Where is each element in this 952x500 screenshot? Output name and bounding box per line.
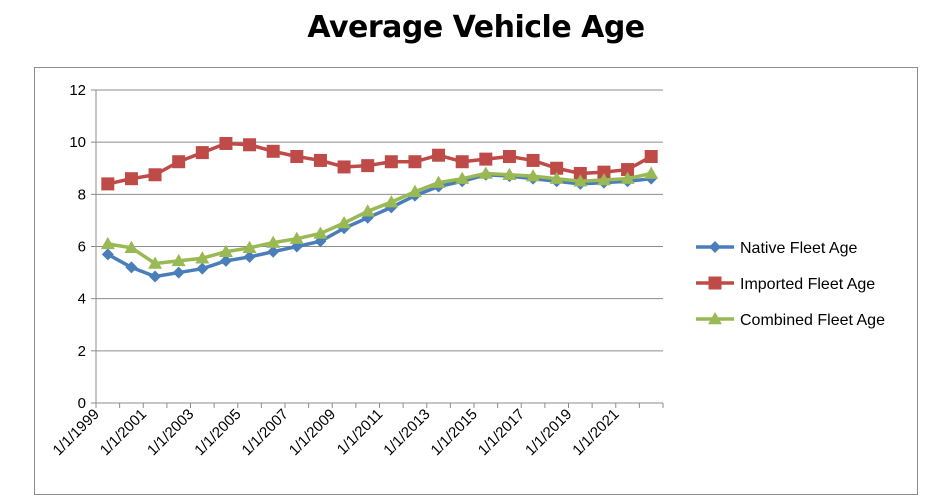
combined-fleet-age-point (573, 174, 588, 187)
imported-fleet-age-point (644, 150, 658, 164)
imported-fleet-age-point (313, 153, 327, 167)
imported-fleet-age-point (337, 160, 351, 174)
combined-fleet-age-point (431, 175, 446, 188)
imported-fleet-age-point (432, 148, 446, 162)
x-tick-label: 1/1/2009 (286, 406, 339, 459)
native-fleet-age-point (125, 261, 138, 274)
x-tick-label: 1/1/2013 (380, 406, 433, 459)
x-tick-label: 1/1/2007 (239, 406, 292, 459)
combined-fleet-age-point (218, 244, 233, 257)
imported-fleet-age-point (290, 150, 304, 164)
y-tick-label: 2 (78, 343, 86, 360)
imported-fleet-age-point (597, 165, 611, 179)
native-fleet-age-point (196, 262, 209, 275)
legend-native-fleet-age-marker (709, 241, 721, 253)
imported-fleet-age-point (124, 172, 138, 186)
imported-fleet-age-line (107, 141, 653, 186)
legend-imported-fleet-age-marker (708, 276, 722, 290)
native-fleet-age-point (101, 248, 114, 261)
x-tick-label: 1/1/2001 (97, 406, 150, 459)
imported-fleet-age-point (455, 155, 469, 169)
x-tick-label: 1/1/2021 (569, 406, 622, 459)
combined-fleet-age-point (289, 231, 304, 244)
combined-fleet-age-line (107, 171, 652, 266)
combined-fleet-age-point (195, 251, 210, 264)
imported-fleet-age-point (195, 146, 209, 160)
combined-fleet-age-point (478, 166, 493, 179)
combined-fleet-age-point (100, 236, 115, 250)
imported-fleet-age-point (101, 177, 115, 191)
combined-fleet-age-point (407, 184, 422, 197)
y-tick-label: 10 (69, 134, 86, 151)
combined-fleet-age-point (502, 167, 517, 181)
combined-fleet-age-point (644, 166, 659, 179)
y-tick-label: 6 (78, 239, 86, 256)
x-tick-label: 1/1/2019 (522, 406, 575, 459)
native-fleet-age-point (267, 245, 280, 258)
imported-fleet-age-point (573, 166, 587, 180)
imported-fleet-age-point (384, 155, 398, 169)
combined-fleet-age-point (455, 171, 470, 184)
combined-fleet-age-point (360, 204, 375, 217)
legend-combined-fleet-age-label: Combined Fleet Age (740, 312, 885, 329)
imported-fleet-age-point (550, 161, 564, 175)
y-tick-label: 4 (78, 291, 86, 308)
x-tick-label: 1/1/2003 (144, 406, 197, 459)
imported-fleet-age-point (148, 168, 162, 182)
combined-fleet-age-point (337, 216, 352, 229)
y-tick-label: 8 (78, 186, 86, 203)
native-fleet-age-point (172, 266, 185, 279)
native-fleet-age-point (149, 270, 162, 283)
imported-fleet-age-point (219, 136, 233, 150)
combined-fleet-age-point (526, 169, 541, 182)
legend-imported-fleet-age-label: Imported Fleet Age (740, 276, 875, 293)
y-tick-label: 12 (69, 82, 86, 99)
combined-fleet-age-point (266, 235, 281, 248)
x-tick-label: 1/1/2017 (475, 406, 528, 459)
combined-fleet-age-point (620, 171, 635, 184)
combined-fleet-age-point (124, 240, 139, 254)
combined-fleet-age-point (242, 240, 257, 254)
imported-fleet-age-point (361, 159, 375, 173)
combined-fleet-age-point (148, 256, 163, 269)
imported-fleet-age-point (243, 138, 257, 152)
x-tick-label: 1/1/2005 (191, 406, 244, 459)
imported-fleet-age-point (172, 155, 186, 169)
imported-fleet-age-point (408, 155, 422, 169)
y-tick-label: 0 (78, 395, 86, 412)
x-tick-label: 1/1/1999 (50, 406, 103, 459)
chart-svg: 0246810121/1/19991/1/20011/1/20031/1/200… (50, 82, 886, 459)
combined-fleet-age-point (384, 195, 399, 208)
combined-fleet-age-point (313, 226, 328, 239)
chart-title: Average Vehicle Age (307, 10, 645, 45)
combined-fleet-age-point (171, 253, 186, 267)
x-tick-label: 1/1/2011 (334, 406, 387, 459)
x-tick-label: 1/1/2015 (428, 406, 481, 459)
combined-fleet-age-point (596, 172, 611, 186)
legend-native-fleet-age-label: Native Fleet Age (740, 240, 858, 257)
imported-fleet-age-point (266, 144, 280, 158)
chart-frame: 0 2 4 6 8 10 12 1/1/1999 1/1/2001 1/1/2003 1/1/200… (34, 67, 918, 495)
native-fleet-age-point (243, 250, 256, 263)
imported-fleet-age-point (621, 163, 635, 177)
imported-fleet-age-point (479, 152, 493, 166)
combined-fleet-age-point (549, 171, 564, 184)
legend-combined-fleet-age-marker (708, 312, 722, 325)
imported-fleet-age-point (526, 153, 540, 167)
imported-fleet-age-point (502, 150, 516, 164)
